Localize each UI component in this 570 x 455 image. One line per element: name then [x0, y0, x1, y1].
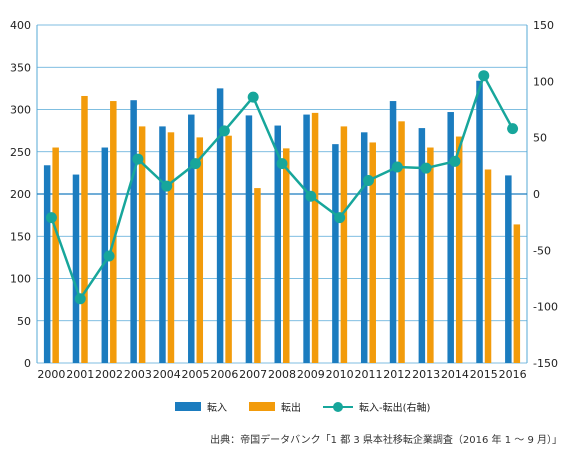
- y-left-tick-label: 200: [10, 188, 31, 201]
- legend-label-net: 転入-転出(右軸): [359, 403, 431, 414]
- bar-outflow: [196, 137, 204, 363]
- bar-inflow: [274, 125, 281, 364]
- chart-legend: 転入 転出 転入-転出(右軸): [175, 399, 452, 414]
- y-left-tick-label: 350: [10, 61, 31, 74]
- bar-inflow: [303, 114, 310, 363]
- x-tick-label: 2015: [470, 368, 498, 381]
- point-net: [161, 180, 173, 192]
- x-tick-label: 2000: [37, 368, 65, 381]
- bar-inflow: [159, 126, 166, 364]
- point-net: [478, 70, 490, 82]
- y-right-tick-label: -100: [533, 301, 558, 314]
- point-net: [103, 250, 115, 262]
- y-left-tick-label: 100: [10, 273, 31, 286]
- y-left-tick-label: 50: [17, 315, 31, 328]
- x-tick-label: 2009: [297, 368, 325, 381]
- bar-inflow: [43, 165, 51, 363]
- point-net: [507, 123, 519, 135]
- bar-inflow: [216, 88, 224, 363]
- bar-inflow: [188, 114, 195, 363]
- legend-item-net: 転入-転出(右軸): [323, 399, 430, 414]
- point-net: [247, 91, 259, 103]
- y-left-tick-label: 250: [10, 146, 31, 159]
- legend-item-inflow: 転入: [175, 399, 227, 414]
- bar-outflow: [167, 132, 175, 363]
- point-net: [362, 174, 374, 186]
- point-net: [391, 161, 403, 173]
- x-tick-label: 2011: [354, 368, 382, 381]
- point-net: [74, 293, 86, 305]
- bar-inflow: [447, 112, 454, 363]
- x-tick-label: 2010: [326, 368, 354, 381]
- x-tick-label: 2016: [499, 368, 527, 381]
- point-net: [334, 212, 346, 224]
- x-tick-label: 2012: [383, 368, 411, 381]
- point-net: [132, 153, 144, 165]
- x-tick-label: 2006: [210, 368, 238, 381]
- bar-inflow: [389, 101, 397, 364]
- y-left-tick-label: 300: [10, 104, 31, 117]
- x-tick-label: 2004: [153, 368, 181, 381]
- point-net: [276, 158, 288, 170]
- bar-outflow: [311, 112, 319, 363]
- chart-source-note: 出典：帝国データバンク「1 都 3 県本社移転企業調査（2016 年 1 ～ 9…: [210, 435, 562, 446]
- y-right-tick-label: 0: [533, 188, 540, 201]
- bar-outflow: [427, 147, 434, 363]
- point-net: [420, 162, 432, 174]
- y-right-tick-label: 150: [533, 19, 554, 32]
- bar-outflow: [110, 101, 117, 364]
- point-net: [218, 125, 230, 137]
- bar-outflow: [81, 95, 88, 363]
- legend-label-inflow: 転入: [207, 403, 227, 414]
- bar-outflow: [398, 121, 405, 363]
- bar-inflow: [418, 128, 426, 363]
- bar-inflow: [72, 174, 80, 363]
- bar-outflow: [283, 148, 290, 363]
- bar-outflow: [138, 126, 146, 364]
- bar-inflow: [476, 80, 483, 364]
- y-left-tick-label: 0: [24, 357, 31, 370]
- y-right-tick-label: 100: [533, 75, 554, 88]
- bar-outflow: [52, 147, 59, 363]
- x-tick-label: 2005: [182, 368, 210, 381]
- bar-inflow: [245, 115, 253, 363]
- legend-item-outflow: 転出: [249, 399, 301, 414]
- x-tick-label: 2002: [95, 368, 123, 381]
- point-net: [45, 212, 57, 224]
- bar-inflow: [360, 132, 368, 363]
- x-tick-label: 2007: [239, 368, 267, 381]
- bar-outflow: [225, 135, 232, 363]
- bar-outflow: [455, 136, 463, 363]
- bar-outflow: [369, 142, 376, 363]
- bar-outflow: [484, 169, 492, 363]
- x-tick-label: 2014: [441, 368, 469, 381]
- legend-swatch-inflow: [175, 402, 201, 411]
- x-tick-label: 2013: [412, 368, 440, 381]
- x-tick-label: 2008: [268, 368, 296, 381]
- point-net: [449, 155, 461, 167]
- x-tick-label: 2001: [66, 368, 94, 381]
- y-right-tick-label: 50: [533, 132, 547, 145]
- y-left-tick-label: 150: [10, 230, 31, 243]
- bar-outflow: [340, 126, 348, 364]
- point-net: [190, 158, 202, 170]
- legend-swatch-net: [323, 401, 353, 413]
- legend-label-outflow: 転出: [281, 403, 301, 414]
- bar-inflow: [332, 144, 339, 363]
- legend-swatch-outflow: [249, 402, 275, 411]
- point-net: [305, 190, 317, 202]
- y-left-tick-label: 400: [10, 19, 31, 32]
- y-right-tick-label: -150: [533, 357, 558, 370]
- bar-outflow: [513, 224, 521, 363]
- bar-outflow: [254, 188, 261, 363]
- bar-inflow: [130, 100, 137, 363]
- y-right-tick-label: -50: [533, 244, 551, 257]
- bar-inflow: [505, 175, 512, 363]
- x-tick-label: 2003: [124, 368, 152, 381]
